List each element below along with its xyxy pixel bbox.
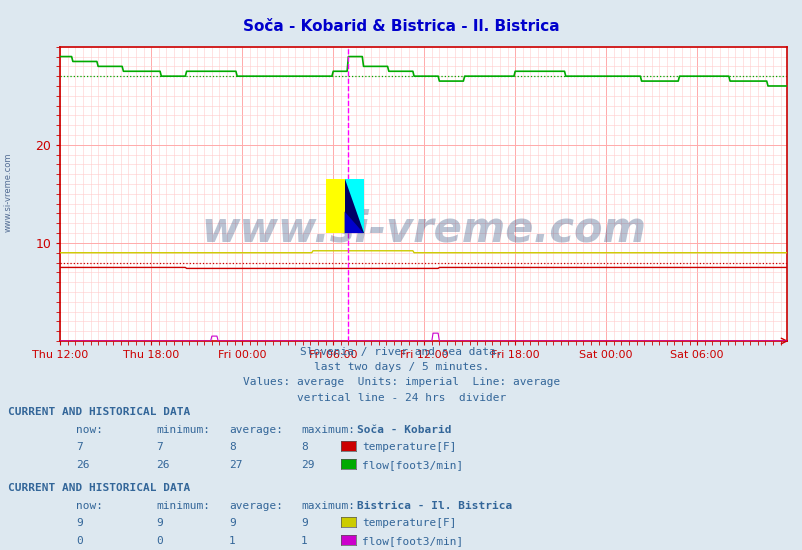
Polygon shape	[344, 179, 363, 233]
Text: 9: 9	[156, 518, 163, 529]
Text: now:: now:	[76, 425, 103, 435]
Bar	[344, 179, 363, 233]
Text: 8: 8	[229, 442, 235, 453]
Text: average:: average:	[229, 425, 282, 435]
Text: flow[foot3/min]: flow[foot3/min]	[362, 536, 463, 546]
Text: 26: 26	[76, 460, 90, 470]
Text: average:: average:	[229, 500, 282, 511]
Text: 27: 27	[229, 460, 242, 470]
Text: 0: 0	[76, 536, 83, 546]
Text: minimum:: minimum:	[156, 425, 210, 435]
Text: vertical line - 24 hrs  divider: vertical line - 24 hrs divider	[297, 393, 505, 403]
Text: 0: 0	[156, 536, 163, 546]
Polygon shape	[326, 179, 344, 233]
Text: Bistrica - Il. Bistrica: Bistrica - Il. Bistrica	[357, 500, 512, 511]
Text: 8: 8	[301, 442, 307, 453]
Text: maximum:: maximum:	[301, 500, 354, 511]
Text: now:: now:	[76, 500, 103, 511]
Text: CURRENT AND HISTORICAL DATA: CURRENT AND HISTORICAL DATA	[8, 407, 190, 417]
Text: 9: 9	[301, 518, 307, 529]
Text: 26: 26	[156, 460, 170, 470]
Text: 29: 29	[301, 460, 314, 470]
Text: 7: 7	[156, 442, 163, 453]
Text: 9: 9	[229, 518, 235, 529]
Text: minimum:: minimum:	[156, 500, 210, 511]
Text: 1: 1	[301, 536, 307, 546]
Text: Soča - Kobarid & Bistrica - Il. Bistrica: Soča - Kobarid & Bistrica - Il. Bistrica	[243, 19, 559, 34]
Text: last two days / 5 minutes.: last two days / 5 minutes.	[314, 362, 488, 372]
Text: temperature[F]: temperature[F]	[362, 442, 456, 453]
Text: www.si-vreme.com: www.si-vreme.com	[3, 153, 13, 232]
Bar	[326, 179, 344, 233]
Polygon shape	[344, 212, 363, 233]
Text: Values: average  Units: imperial  Line: average: Values: average Units: imperial Line: av…	[242, 377, 560, 387]
Text: Slovenia / river and sea data.: Slovenia / river and sea data.	[300, 346, 502, 356]
Text: Soča - Kobarid: Soča - Kobarid	[357, 425, 452, 435]
Text: 9: 9	[76, 518, 83, 529]
Text: www.si-vreme.com: www.si-vreme.com	[200, 208, 646, 250]
Text: maximum:: maximum:	[301, 425, 354, 435]
Text: 7: 7	[76, 442, 83, 453]
Text: flow[foot3/min]: flow[foot3/min]	[362, 460, 463, 470]
Text: 1: 1	[229, 536, 235, 546]
Text: temperature[F]: temperature[F]	[362, 518, 456, 529]
Text: CURRENT AND HISTORICAL DATA: CURRENT AND HISTORICAL DATA	[8, 483, 190, 493]
